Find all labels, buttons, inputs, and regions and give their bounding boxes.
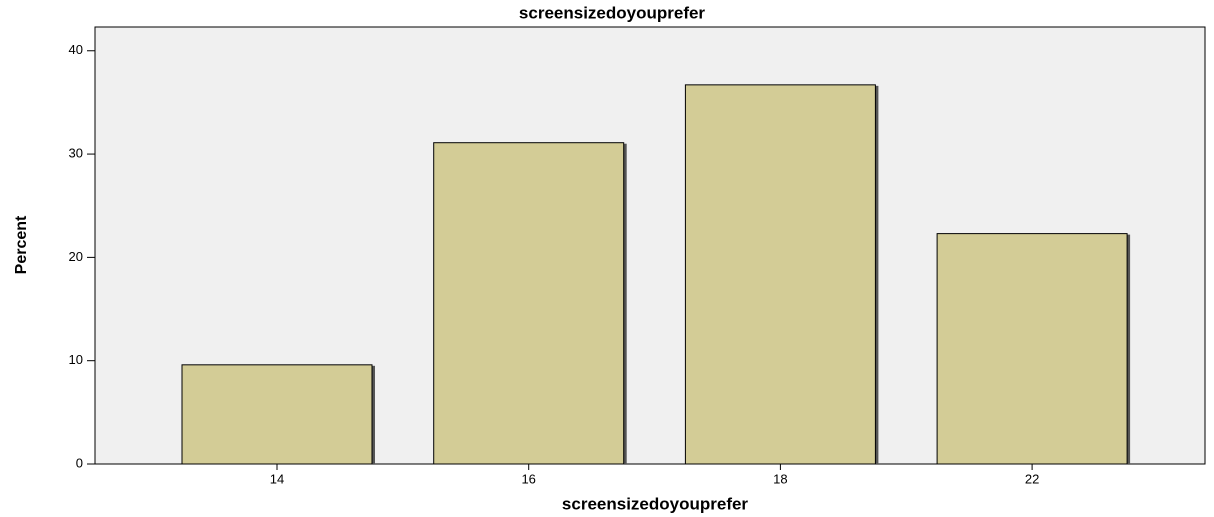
bar — [181, 364, 373, 465]
y-tick-label: 40 — [69, 42, 83, 57]
x-tick-label: 14 — [270, 471, 284, 486]
x-tick-label: 22 — [1025, 471, 1039, 486]
bar — [433, 142, 625, 465]
chart-title: screensizedoyouprefer — [519, 3, 706, 22]
bar — [684, 84, 876, 465]
x-tick-label: 18 — [773, 471, 787, 486]
y-tick-label: 10 — [69, 352, 83, 367]
y-tick-label: 0 — [76, 455, 83, 470]
bar — [936, 233, 1128, 465]
x-axis-label: screensizedoyouprefer — [562, 494, 749, 513]
y-axis-label: Percent — [13, 215, 30, 274]
y-tick-label: 20 — [69, 249, 83, 264]
x-tick-label: 16 — [521, 471, 535, 486]
y-tick-label: 30 — [69, 146, 83, 161]
